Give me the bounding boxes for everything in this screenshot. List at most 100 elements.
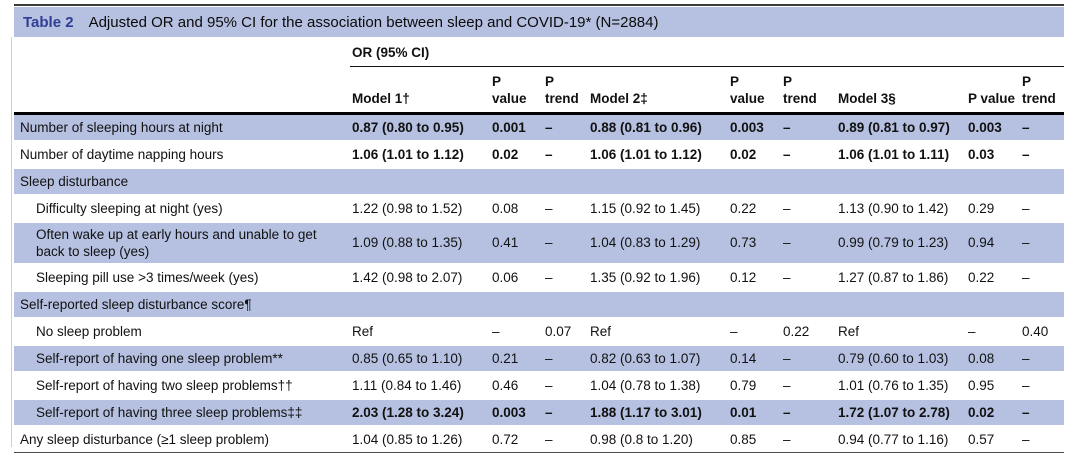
cell: 0.12 <box>728 263 781 292</box>
cell: 0.57 <box>966 425 1020 453</box>
table-row: Any sleep disturbance (≥1 sleep problem)… <box>14 425 1065 453</box>
cell: – <box>543 194 588 223</box>
cell: 0.08 <box>966 344 1020 373</box>
cell: 0.001 <box>490 113 543 142</box>
row-label: Sleep disturbance <box>14 167 350 196</box>
cell <box>588 167 728 196</box>
cell: 1.35 (0.92 to 1.96) <box>588 263 728 292</box>
table-row: No sleep problem Ref –0.07 Ref –0.22 Ref –0.40 <box>14 317 1065 346</box>
cell: 0.02 <box>966 398 1020 427</box>
table-header: OR (95% CI) Model 1† P value P trend Mod… <box>14 37 1065 115</box>
cell: 0.79 (0.60 to 1.03) <box>836 344 966 373</box>
column-header-pvalue3: P value <box>966 66 1020 115</box>
cell: – <box>781 221 836 265</box>
cell: 0.85 <box>728 425 781 453</box>
cell: – <box>1020 194 1065 223</box>
cell: 1.06 (1.01 to 1.11) <box>836 140 966 169</box>
cell <box>966 167 1020 196</box>
table-row: Sleeping pill use >3 times/week (yes) 1.4… <box>14 263 1065 292</box>
cell: 0.01 <box>728 398 781 427</box>
cell: 0.02 <box>728 140 781 169</box>
row-label: Self-report of having one sleep problem*… <box>14 344 350 373</box>
cell: 0.22 <box>966 263 1020 292</box>
cell: 0.03 <box>966 140 1020 169</box>
cell: Ref <box>350 317 490 346</box>
row-label: Number of sleeping hours at night <box>14 113 350 142</box>
cell: – <box>728 317 781 346</box>
cell: – <box>1020 263 1065 292</box>
cell: – <box>781 398 836 427</box>
cell: 0.40 <box>1020 317 1065 346</box>
cell: 0.94 <box>966 221 1020 265</box>
cell <box>728 290 781 319</box>
column-header-label <box>14 66 350 115</box>
cell: 0.79 <box>728 371 781 400</box>
column-header-ptrend2: P trend <box>781 66 836 115</box>
cell <box>350 167 490 196</box>
cell <box>781 290 836 319</box>
cell: Ref <box>588 317 728 346</box>
top-rule <box>14 4 1064 6</box>
cell: 1.04 (0.78 to 1.38) <box>588 371 728 400</box>
cell: 0.07 <box>543 317 588 346</box>
cell: 0.95 <box>966 371 1020 400</box>
cell: 1.88 (1.17 to 3.01) <box>588 398 728 427</box>
cell: 0.94 (0.77 to 1.16) <box>836 425 966 453</box>
cell: 0.98 (0.8 to 1.20) <box>588 425 728 453</box>
cell: 0.99 (0.79 to 1.23) <box>836 221 966 265</box>
row-label: Self-report of having two sleep problems… <box>14 371 350 400</box>
cell: 0.73 <box>728 221 781 265</box>
cell: – <box>781 263 836 292</box>
cell: 0.88 (0.81 to 0.96) <box>588 113 728 142</box>
cell <box>781 167 836 196</box>
cell: – <box>781 194 836 223</box>
cell: 0.06 <box>490 263 543 292</box>
column-header-model2: Model 2‡ <box>588 66 728 115</box>
cell: 1.22 (0.98 to 1.52) <box>350 194 490 223</box>
table-number: Table 2 <box>23 13 74 31</box>
cell: – <box>490 317 543 346</box>
table-body: Number of sleeping hours at night 0.87 (0… <box>14 113 1065 453</box>
cell: – <box>1020 371 1065 400</box>
cell: 0.02 <box>490 140 543 169</box>
cell: 1.27 (0.87 to 1.86) <box>836 263 966 292</box>
column-header-ptrend3: P trend <box>1020 66 1065 115</box>
cell: 0.08 <box>490 194 543 223</box>
group-header: OR (95% CI) <box>350 37 1065 67</box>
cell: Ref <box>836 317 966 346</box>
cell: 0.46 <box>490 371 543 400</box>
cell: 0.89 (0.81 to 0.97) <box>836 113 966 142</box>
cell: 0.22 <box>781 317 836 346</box>
table-row: Self-report of having three sleep proble… <box>14 398 1065 427</box>
cell <box>966 290 1020 319</box>
cell <box>490 167 543 196</box>
cell: – <box>781 344 836 373</box>
cell: 2.03 (1.28 to 3.24) <box>350 398 490 427</box>
table-row: Often wake up at early hours and unable … <box>14 221 1065 265</box>
cell <box>728 167 781 196</box>
cell: 1.06 (1.01 to 1.12) <box>350 140 490 169</box>
row-label: Often wake up at early hours and unable … <box>14 221 350 265</box>
cell: – <box>1020 140 1065 169</box>
page-edge-line <box>11 37 12 447</box>
cell: – <box>543 371 588 400</box>
cell: – <box>781 371 836 400</box>
cell <box>588 290 728 319</box>
cell <box>836 167 966 196</box>
cell: – <box>543 398 588 427</box>
row-label: Any sleep disturbance (≥1 sleep problem) <box>14 425 350 453</box>
cell: 0.003 <box>966 113 1020 142</box>
cell: – <box>1020 425 1065 453</box>
cell: – <box>781 113 836 142</box>
cell: 0.29 <box>966 194 1020 223</box>
row-label: Difficulty sleeping at night (yes) <box>14 194 350 223</box>
cell: 0.41 <box>490 221 543 265</box>
cell: – <box>781 425 836 453</box>
cell: – <box>1020 221 1065 265</box>
cell: – <box>543 344 588 373</box>
cell: – <box>543 425 588 453</box>
cell: 1.09 (0.88 to 1.35) <box>350 221 490 265</box>
column-header-row: Model 1† P value P trend Model 2‡ P valu… <box>14 66 1065 115</box>
column-header-model3: Model 3§ <box>836 66 966 115</box>
